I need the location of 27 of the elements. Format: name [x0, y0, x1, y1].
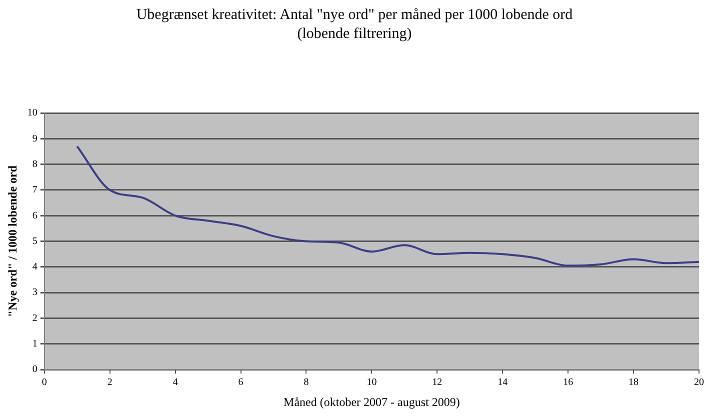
x-tick-label: 4 [172, 377, 178, 388]
x-tick-label: 20 [694, 377, 704, 388]
x-tick-label: 2 [107, 377, 112, 388]
y-tick-label: 10 [27, 108, 38, 119]
y-axis-title: "Nye ord" / 1000 lobende ord [5, 165, 20, 318]
y-tick-label: 7 [32, 184, 38, 196]
chart-subtitle: (lobende filtrering) [296, 25, 413, 44]
y-tick-label: 4 [32, 262, 38, 273]
chart-title: Ubegrænset kreativitet: Antal "nye ord" per måned per 1000 lobende ord [135, 6, 574, 25]
y-tick-label: 5 [32, 236, 38, 247]
y-tick-label: 0 [32, 364, 38, 376]
x-tick-label: 12 [432, 377, 442, 388]
y-tick-label: 9 [32, 133, 38, 144]
line-series [76, 145, 699, 267]
y-tick-label: 3 [32, 287, 38, 298]
y-tick-label: 8 [32, 158, 38, 170]
x-tick-label: 10 [366, 377, 377, 388]
x-tick-label: 16 [563, 377, 574, 388]
x-tick-label: 14 [498, 377, 508, 388]
x-tick-label: 8 [304, 377, 309, 388]
x-axis-title: Måned (oktober 2007 - august 2009) [284, 394, 460, 409]
x-tick-label: 0 [42, 377, 47, 388]
y-tick-label: 1 [32, 338, 38, 350]
x-tick-label: 6 [238, 377, 244, 388]
y-tick-label: 6 [32, 210, 38, 222]
y-tick-label: 2 [32, 312, 38, 324]
x-tick-label: 18 [628, 377, 639, 388]
